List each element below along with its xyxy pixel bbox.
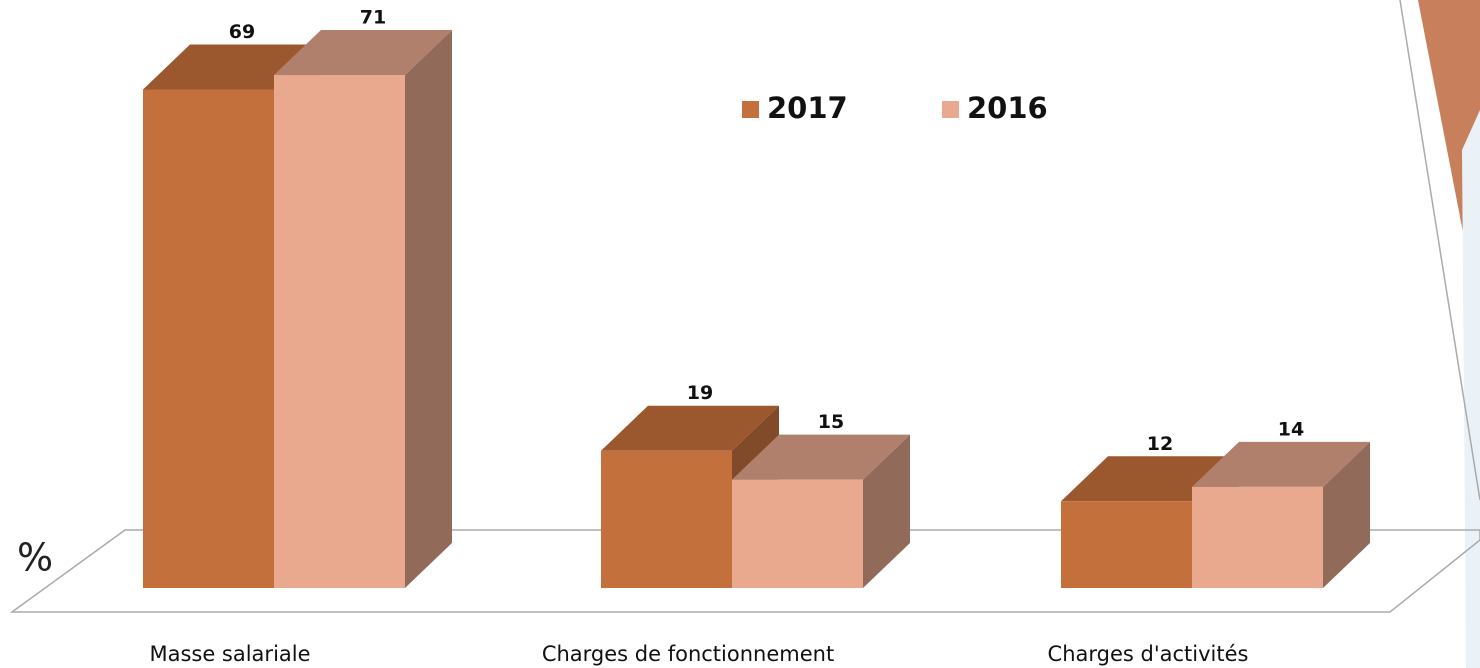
legend-swatch <box>742 101 759 118</box>
bar-front <box>1192 486 1323 588</box>
bar <box>732 434 910 588</box>
bar-top <box>1192 441 1370 487</box>
value-label: 12 <box>1147 433 1173 455</box>
bar-front <box>732 479 863 588</box>
bar-side <box>405 30 452 588</box>
bar-top <box>601 405 779 451</box>
value-label: 19 <box>687 382 713 404</box>
value-label: 69 <box>229 21 255 43</box>
value-label: 14 <box>1278 418 1304 440</box>
bar-front <box>143 89 274 588</box>
x-tick-label: Charges de fonctionnement <box>542 642 834 666</box>
bar <box>1192 441 1370 588</box>
y-axis-label: % <box>17 536 53 580</box>
x-tick-label: Masse salariale <box>149 642 310 666</box>
x-tick-label: Charges d'activités <box>1048 642 1249 666</box>
bar-top <box>274 30 452 76</box>
bar <box>274 30 452 588</box>
legend-label: 2017 <box>767 91 848 125</box>
bar-side <box>1323 441 1370 588</box>
decoration <box>1462 110 1480 668</box>
bar-top <box>732 434 910 480</box>
legend-swatch <box>942 101 959 118</box>
bar-front <box>1061 501 1192 588</box>
bar-side <box>863 434 910 588</box>
bar-front <box>274 75 405 588</box>
value-label: 71 <box>360 7 386 29</box>
legend-label: 2016 <box>967 91 1048 125</box>
decoration <box>1399 0 1480 501</box>
value-label: 15 <box>818 411 844 433</box>
bar-front <box>601 450 732 588</box>
